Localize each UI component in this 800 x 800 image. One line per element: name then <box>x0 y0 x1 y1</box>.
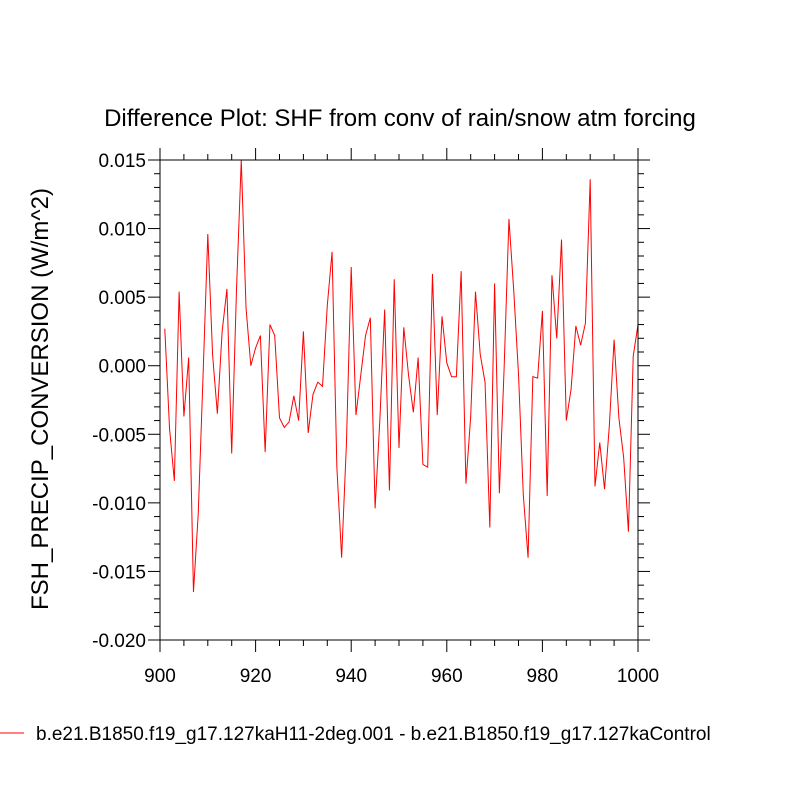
series-line <box>164 159 639 593</box>
x-tick-label: 940 <box>335 666 367 687</box>
x-tick-label: 960 <box>431 666 463 687</box>
y-tick-label: 0.010 <box>98 220 146 241</box>
x-tick-label: 920 <box>240 666 272 687</box>
y-tick-label: 0.005 <box>98 288 146 309</box>
x-tick-label: 980 <box>527 666 559 687</box>
x-axis-ticks: 900 920 940 960 980 1000 <box>144 148 659 687</box>
legend-label: b.e21.B1850.f19_g17.127kaH11-2deg.001 - … <box>36 724 711 745</box>
y-tick-label: -0.020 <box>92 631 146 652</box>
y-tick-label: 0.000 <box>98 357 146 378</box>
y-tick-label: -0.005 <box>92 425 146 446</box>
plot-area <box>164 159 639 593</box>
y-tick-label: 0.015 <box>98 151 146 172</box>
y-axis-ticks: -0.020 -0.015 -0.010 -0.005 0.000 0.005 0.010 0… <box>92 151 650 652</box>
y-tick-label: -0.010 <box>92 494 146 515</box>
y-axis-label: FSH_PRECIP_CONVERSION (W/m^2) <box>27 188 54 610</box>
x-tick-label: 900 <box>144 666 176 687</box>
plot-frame <box>159 159 639 641</box>
x-tick-label: 1000 <box>617 666 659 687</box>
chart-title: Difference Plot: SHF from conv of rain/s… <box>104 105 696 132</box>
y-tick-label: -0.015 <box>92 562 146 583</box>
